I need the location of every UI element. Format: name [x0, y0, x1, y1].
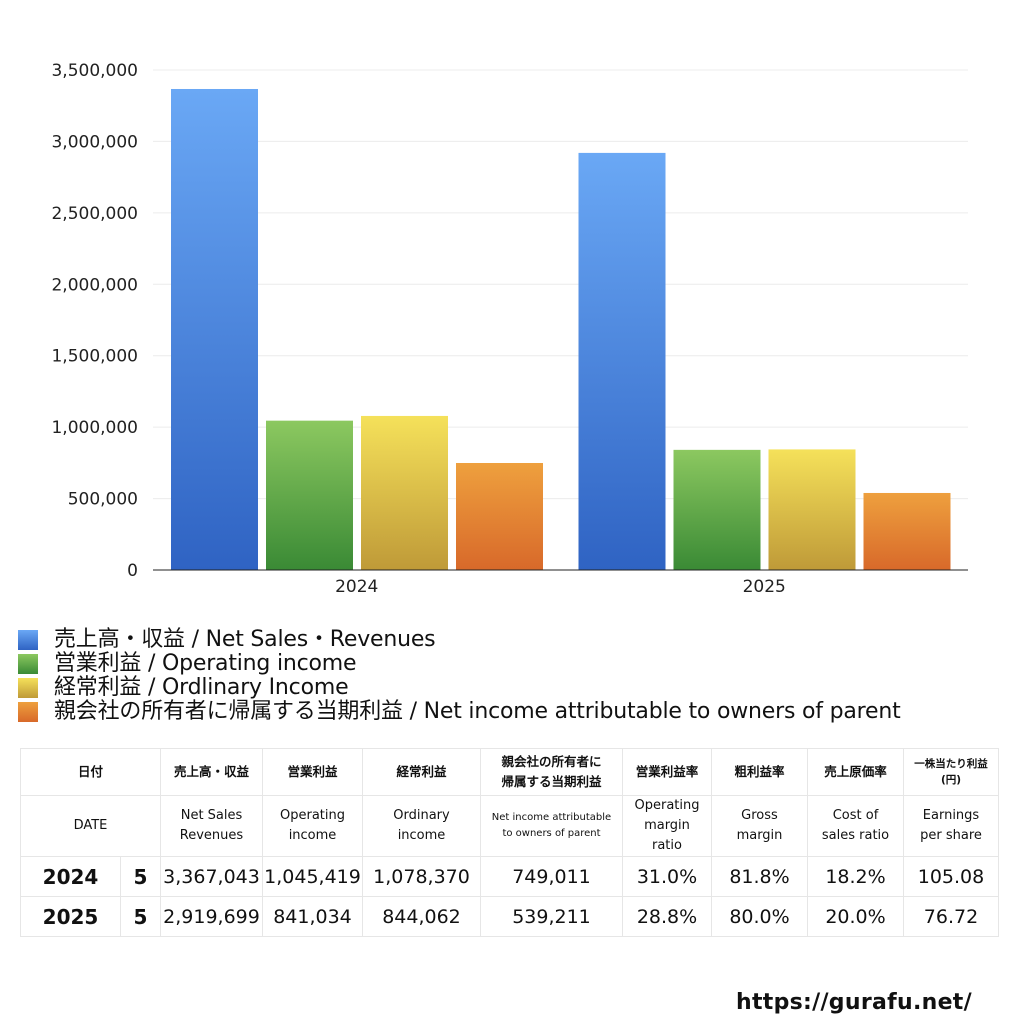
header-operating-en: Operating income — [262, 795, 363, 857]
legend-swatch — [18, 702, 38, 722]
legend-swatch — [18, 678, 38, 698]
legend-item-net-income: 親会社の所有者に帰属する当期利益 / Net income attributab… — [18, 700, 901, 724]
legend-item-ordinary-income: 経常利益 / Ordlinary Income — [18, 676, 901, 700]
header-ordinary-en: Ordinary income — [362, 795, 481, 857]
row-operating: 1,045,419 — [262, 856, 363, 897]
legend-item-operating-income: 営業利益 / Operating income — [18, 652, 901, 676]
header-cost-ratio-en: Cost of sales ratio — [807, 795, 904, 857]
header-sales-en: Net Sales Revenues — [160, 795, 263, 857]
header-net-income-en: Net income attributable to owners of par… — [480, 795, 623, 857]
row-eps: 76.72 — [903, 896, 999, 937]
header-op-margin-en: Operating margin ratio — [622, 795, 712, 857]
row-operating: 841,034 — [262, 896, 363, 937]
bar-2024-series-4 — [456, 462, 543, 570]
header-op-margin-jp: 営業利益率 — [622, 748, 712, 796]
y-tick-label: 0 — [127, 561, 138, 581]
y-tick-label: 1,000,000 — [51, 418, 138, 438]
x-tick-label: 2024 — [335, 577, 378, 597]
header-eps-jp: 一株当たり利益 (円) — [903, 748, 999, 796]
financial-table: 日付 売上高・収益 営業利益 経常利益 親会社の所有者に 帰属する当期利益 営業… — [20, 748, 999, 937]
legend-label: 親会社の所有者に帰属する当期利益 / Net income attributab… — [54, 699, 901, 724]
chart-legend: 売上高・収益 / Net Sales・Revenues 営業利益 / Opera… — [18, 628, 901, 724]
row-year: 2024 — [20, 856, 121, 897]
bar-2024-series-1 — [171, 88, 258, 570]
legend-swatch — [18, 630, 38, 650]
header-gross-margin-en: Gross margin — [711, 795, 808, 857]
row-ordinary: 1,078,370 — [362, 856, 481, 897]
bar-2024-series-3 — [361, 415, 448, 570]
bars — [171, 88, 951, 570]
row-sales: 2,919,699 — [160, 896, 263, 937]
y-tick-label: 3,500,000 — [51, 61, 138, 81]
row-year: 2025 — [20, 896, 121, 937]
bar-2025-series-3 — [768, 449, 856, 570]
row-sales: 3,367,043 — [160, 856, 263, 897]
legend-label: 営業利益 / Operating income — [54, 651, 357, 676]
row-op-margin: 28.8% — [622, 896, 712, 937]
x-tick-label: 2025 — [743, 577, 786, 597]
header-net-income-jp: 親会社の所有者に 帰属する当期利益 — [480, 748, 623, 796]
bar-2025-series-1 — [578, 152, 666, 570]
y-tick-label: 3,000,000 — [51, 132, 138, 152]
bar-2025-series-4 — [863, 492, 951, 570]
x-axis-ticks: 2024 2025 — [335, 577, 786, 597]
table-header-en: DATE Net Sales Revenues Operating income… — [20, 795, 999, 857]
row-net-income: 749,011 — [480, 856, 623, 897]
header-cost-ratio-jp: 売上原価率 — [807, 748, 904, 796]
row-cost-ratio: 18.2% — [807, 856, 904, 897]
row-gross-margin: 81.8% — [711, 856, 808, 897]
bar-2025-series-2 — [673, 449, 761, 570]
header-gross-margin-jp: 粗利益率 — [711, 748, 808, 796]
row-eps: 105.08 — [903, 856, 999, 897]
row-ordinary: 844,062 — [362, 896, 481, 937]
header-date-jp: 日付 — [20, 748, 161, 796]
header-sales-jp: 売上高・収益 — [160, 748, 263, 796]
header-date-en: DATE — [20, 795, 161, 857]
legend-label: 売上高・収益 / Net Sales・Revenues — [54, 627, 436, 652]
table-row: 2025 5 2,919,699 841,034 844,062 539,211… — [20, 896, 999, 937]
legend-item-net-sales: 売上高・収益 / Net Sales・Revenues — [18, 628, 901, 652]
bar-chart: 0 500,000 1,000,000 1,500,000 2,000,000 2,500… — [51, 61, 968, 597]
table-row: 2024 5 3,367,043 1,045,419 1,078,370 749… — [20, 856, 999, 897]
y-tick-label: 2,000,000 — [51, 275, 138, 295]
row-gross-margin: 80.0% — [711, 896, 808, 937]
header-operating-jp: 営業利益 — [262, 748, 363, 796]
y-tick-label: 500,000 — [68, 490, 138, 510]
header-eps-en: Earnings per share — [903, 795, 999, 857]
table-header-jp: 日付 売上高・収益 営業利益 経常利益 親会社の所有者に 帰属する当期利益 営業… — [20, 748, 999, 796]
legend-swatch — [18, 654, 38, 674]
row-cost-ratio: 20.0% — [807, 896, 904, 937]
row-op-margin: 31.0% — [622, 856, 712, 897]
legend-label: 経常利益 / Ordlinary Income — [54, 675, 349, 700]
y-tick-label: 2,500,000 — [51, 204, 138, 224]
row-month: 5 — [120, 856, 161, 897]
row-net-income: 539,211 — [480, 896, 623, 937]
header-ordinary-jp: 経常利益 — [362, 748, 481, 796]
row-month: 5 — [120, 896, 161, 937]
y-tick-label: 1,500,000 — [51, 347, 138, 367]
source-url-link[interactable]: https://gurafu.net/ — [736, 990, 972, 1015]
bar-2024-series-2 — [266, 420, 353, 570]
y-axis-ticks: 0 500,000 1,000,000 1,500,000 2,000,000 2,500… — [51, 61, 138, 581]
